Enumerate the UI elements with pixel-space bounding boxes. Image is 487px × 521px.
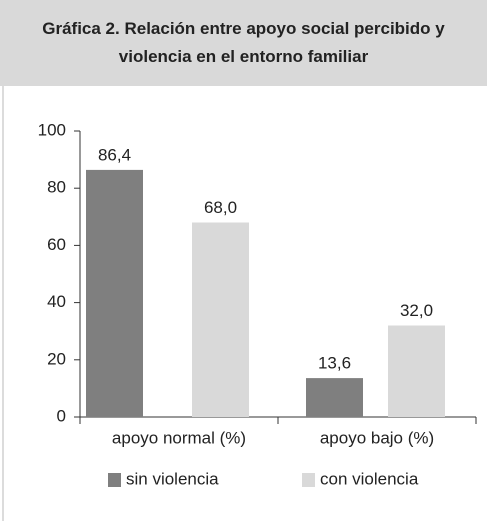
title-box: Gráfica 2. Relación entre apoyo social p… xyxy=(0,0,487,86)
value-label: 86,4 xyxy=(98,145,131,164)
y-tick-label: 40 xyxy=(47,292,66,311)
legend-swatch xyxy=(108,473,121,487)
legend-swatch xyxy=(302,473,315,487)
y-tick-label: 80 xyxy=(47,178,66,197)
value-label: 68,0 xyxy=(204,198,237,217)
bar xyxy=(306,378,363,417)
y-tick-label: 0 xyxy=(57,406,66,425)
chart-title: Gráfica 2. Relación entre apoyo social p… xyxy=(42,19,445,66)
value-label: 13,6 xyxy=(318,354,351,373)
legend-label: con violencia xyxy=(320,469,419,488)
bar xyxy=(192,222,249,417)
y-tick-label: 60 xyxy=(47,235,66,254)
bar xyxy=(86,169,143,417)
x-tick-label: apoyo bajo (%) xyxy=(320,428,434,447)
legend-label: sin violencia xyxy=(126,469,219,488)
y-tick-label: 20 xyxy=(47,349,66,368)
value-label: 32,0 xyxy=(400,301,433,320)
x-tick-label: apoyo normal (%) xyxy=(112,428,246,447)
y-tick-label: 100 xyxy=(38,120,66,139)
bar xyxy=(388,325,445,417)
